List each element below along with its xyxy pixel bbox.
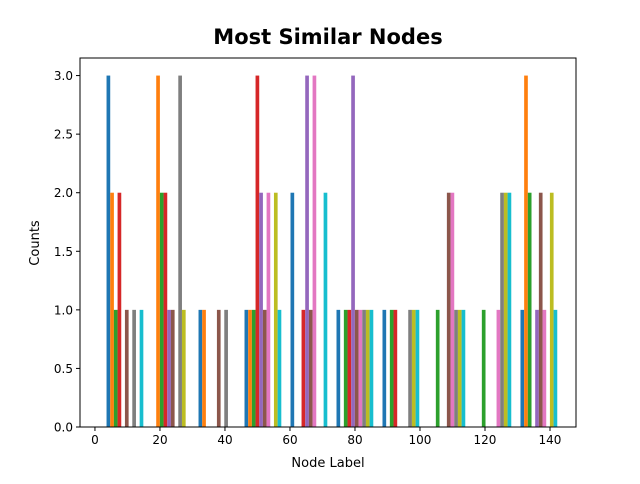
bar-bin4-series3 xyxy=(251,309,256,427)
bar-bin1-series4 xyxy=(117,192,122,427)
bar-bin8-series7 xyxy=(450,192,455,427)
bar-bin6-series8 xyxy=(362,309,366,427)
x-tick-label: 80 xyxy=(347,433,362,447)
y-tick-label: 2.0 xyxy=(54,186,73,200)
y-tick-label: 0.5 xyxy=(54,362,73,376)
x-tick-label: 20 xyxy=(152,433,167,447)
x-tick-label: 0 xyxy=(91,433,99,447)
bar-bin9-series7 xyxy=(496,309,501,427)
bar-bin4-series10 xyxy=(277,309,282,427)
bar-bin2-series5 xyxy=(167,309,171,427)
bar-bin5-series1 xyxy=(290,192,295,427)
bar-bin3-series2 xyxy=(202,309,206,427)
bar-bin6-series1 xyxy=(336,309,341,427)
bar-bin2-series3 xyxy=(159,192,164,427)
y-tick-label: 0.0 xyxy=(54,421,73,435)
y-tick-label: 1.5 xyxy=(54,245,73,259)
bar-bin6-series5 xyxy=(351,75,355,428)
bar-bin4-series9 xyxy=(273,192,278,427)
bar-bin2-series8 xyxy=(178,75,182,428)
bar-bin2-series6 xyxy=(170,309,175,427)
bar-bin2-series2 xyxy=(156,75,160,428)
bar-bin9-series9 xyxy=(503,192,508,427)
x-tick-label: 140 xyxy=(539,433,562,447)
bar-bin9-series8 xyxy=(500,192,504,427)
bar-bin10-series6 xyxy=(538,192,543,427)
bar-bin1-series6 xyxy=(124,309,129,427)
y-tick-label: 3.0 xyxy=(54,69,73,83)
bar-bin5-series5 xyxy=(305,75,309,428)
bar-bin10-series5 xyxy=(535,309,539,427)
y-tick-label: 1.0 xyxy=(54,303,73,317)
x-tick-label: 60 xyxy=(282,433,297,447)
bar-bin6-series7 xyxy=(358,309,363,427)
bar-bin7-series4 xyxy=(393,309,398,427)
x-ticks: 0 20 40 60 80 100 120 140 xyxy=(91,427,561,447)
bar-bin1-series8 xyxy=(132,309,136,427)
bar-bin5-series7 xyxy=(312,75,317,428)
y-tick-label: 2.5 xyxy=(54,128,73,142)
x-tick-label: 100 xyxy=(409,433,432,447)
bar-bin1-series1 xyxy=(106,75,111,428)
bar-bin3-series6 xyxy=(216,309,221,427)
bar-bin5-series10 xyxy=(323,192,328,427)
bar-bin2-series9 xyxy=(181,309,186,427)
x-tick-label: 120 xyxy=(474,433,497,447)
bar-bin10-series10 xyxy=(553,309,558,427)
bar-bin2-series4 xyxy=(163,192,168,427)
bar-bin7-series10 xyxy=(415,309,420,427)
bar-bin10-series3 xyxy=(527,192,532,427)
axes-frame xyxy=(79,57,577,428)
bar-bin8-series8 xyxy=(454,309,458,427)
bar-bin7-series1 xyxy=(382,309,387,427)
bar-bin10-series1 xyxy=(520,309,525,427)
bars-group xyxy=(106,75,558,428)
y-axis-label: Counts xyxy=(28,220,43,266)
bar-bin7-series3 xyxy=(389,309,394,427)
bar-bin1-series2 xyxy=(110,192,114,427)
bar-bin5-series6 xyxy=(308,309,313,427)
bar-bin5-series4 xyxy=(301,309,306,427)
bar-bin4-series7 xyxy=(266,192,271,427)
bar-bin6-series6 xyxy=(354,309,359,427)
bar-bin6-series9 xyxy=(365,309,370,427)
bar-bin6-series3 xyxy=(343,309,348,427)
bar-bin7-series8 xyxy=(408,309,412,427)
bar-bin8-series9 xyxy=(457,309,462,427)
x-tick-label: 40 xyxy=(217,433,232,447)
bar-bin8-series3 xyxy=(435,309,440,427)
bar-bin4-series1 xyxy=(244,309,249,427)
bar-bin9-series3 xyxy=(481,309,486,427)
bar-bin8-series6 xyxy=(446,192,451,427)
bar-bin3-series1 xyxy=(198,309,203,427)
bar-bin6-series4 xyxy=(347,309,352,427)
y-ticks: 0.0 0.5 1.0 1.5 2.0 2.5 3.0 xyxy=(54,69,80,435)
chart-title: Most Similar Nodes xyxy=(213,25,442,49)
bar-bin1-series10 xyxy=(139,309,144,427)
bar-bin4-series6 xyxy=(262,309,267,427)
bar-bin7-series9 xyxy=(411,309,416,427)
bar-bin4-series2 xyxy=(248,309,252,427)
bar-bin9-series10 xyxy=(507,192,512,427)
bar-bin10-series9 xyxy=(549,192,554,427)
bar-bin10-series7 xyxy=(542,309,547,427)
bar-bin4-series4 xyxy=(255,75,260,428)
bar-bin8-series10 xyxy=(461,309,466,427)
bar-bin10-series2 xyxy=(524,75,528,428)
bar-bin4-series5 xyxy=(259,192,263,427)
bar-bin3-series8 xyxy=(224,309,228,427)
bar-bin6-series10 xyxy=(369,309,374,427)
bar-bin1-series3 xyxy=(113,309,118,427)
x-axis-label: Node Label xyxy=(291,456,364,471)
